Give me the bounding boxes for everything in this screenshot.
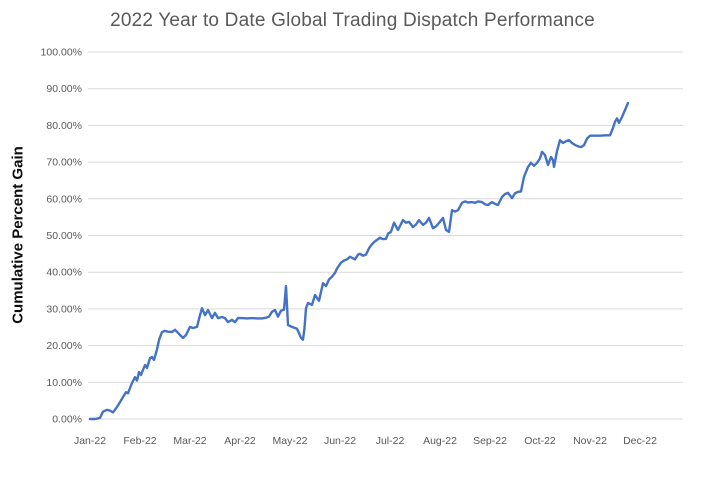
y-tick-label: 70.00% — [46, 157, 82, 169]
series-line — [88, 101, 630, 421]
x-tick-label: Mar-22 — [173, 435, 206, 447]
x-tick-label: Jul-22 — [376, 435, 405, 447]
y-tick-label: 80.00% — [46, 120, 82, 132]
x-tick-label: Feb-22 — [123, 435, 156, 447]
x-tick-label: Jun-22 — [324, 435, 356, 447]
y-tick-label: 90.00% — [46, 83, 82, 95]
y-tick-label: 30.00% — [46, 303, 82, 315]
y-tick-label: 50.00% — [46, 230, 82, 242]
x-tick-label: Jan-22 — [74, 435, 106, 447]
chart-title: 2022 Year to Date Global Trading Dispatc… — [110, 10, 595, 31]
y-tick-label: 40.00% — [46, 267, 82, 279]
x-tick-label: Aug-22 — [423, 435, 457, 447]
y-tick-label: 20.00% — [46, 340, 82, 352]
x-tick-label: Apr-22 — [224, 435, 256, 447]
x-tick-label: Nov-22 — [573, 435, 607, 447]
y-tick-label: 0.00% — [52, 414, 82, 426]
x-tick-label: May-22 — [272, 435, 307, 447]
y-tick-label: 60.00% — [46, 193, 82, 205]
y-tick-label: 100.00% — [41, 47, 82, 59]
x-tick-label: Dec-22 — [623, 435, 657, 447]
x-tick-label: Oct-22 — [524, 435, 556, 447]
x-tick-label: Sep-22 — [473, 435, 507, 447]
y-tick-label: 10.00% — [46, 377, 82, 389]
